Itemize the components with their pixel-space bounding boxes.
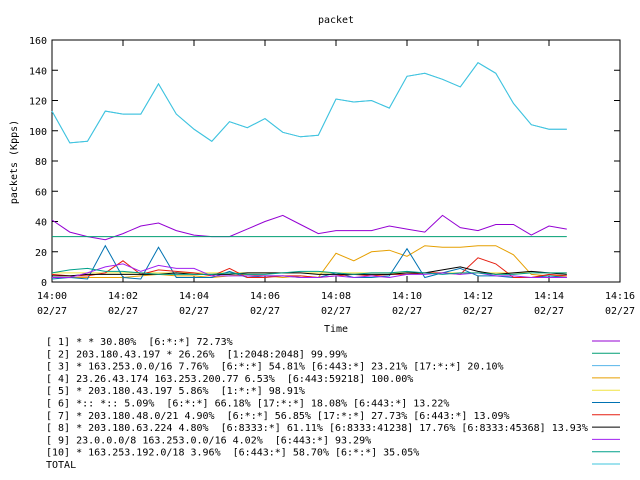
- legend-entry-label: [ 4] 23.26.43.174 163.253.200.77 6.53% […: [46, 374, 413, 385]
- plot-frame: [51, 39, 621, 283]
- x-axis-label: Time: [324, 324, 348, 335]
- x-tick-time-label: 14:14: [534, 291, 564, 302]
- series-line-3: [51, 62, 567, 144]
- series-line-10: [51, 267, 567, 275]
- y-tick-label: 60: [35, 187, 47, 198]
- x-tick-date-label: 02/27: [605, 306, 635, 317]
- y-tick-label: 140: [29, 66, 47, 77]
- y-tick-label: 40: [35, 218, 47, 229]
- legend-entry-label: [ 7] * 203.180.48.0/21 4.90% [6:*:*] 56.…: [46, 411, 510, 422]
- series-line-11: [51, 62, 567, 144]
- x-tick-date-label: 02/27: [392, 306, 422, 317]
- x-tick-date-label: 02/27: [534, 306, 564, 317]
- x-tick-date-label: 02/27: [37, 306, 67, 317]
- chart-title: packet: [318, 15, 354, 26]
- series-line-7: [51, 257, 567, 279]
- x-tick-date-label: 02/27: [250, 306, 280, 317]
- legend-entry-label: [ 6] *:: *:: 5.09% [6:*:*] 66.18% [17:*:…: [46, 399, 449, 410]
- legend-entry-label: TOTAL: [46, 460, 76, 471]
- x-tick-date-label: 02/27: [321, 306, 351, 317]
- y-tick-label: 80: [35, 157, 47, 168]
- legend-entry-label: [ 5] * 203.180.43.197 5.86% [1:*:*] 98.9…: [46, 386, 305, 397]
- legend-entry-label: [ 3] * 163.253.0.0/16 7.76% [6:*:*] 54.8…: [46, 362, 504, 373]
- legend-entry-label: [ 2] 203.180.43.197 * 26.26% [1:2048:204…: [46, 349, 347, 360]
- x-tick-time-label: 14:06: [250, 291, 280, 302]
- x-tick-date-label: 02/27: [179, 306, 209, 317]
- series-line-8: [52, 266, 567, 277]
- legend-entry-label: [10] * 163.253.192.0/18 3.96% [6:443:*] …: [46, 448, 419, 459]
- y-axis-label: packets (Kpps): [9, 120, 20, 204]
- series-line-1: [51, 214, 567, 241]
- x-tick-time-label: 14:04: [179, 291, 209, 302]
- y-tick-label: 160: [29, 36, 47, 47]
- x-tick-time-label: 14:02: [108, 291, 138, 302]
- x-tick-time-label: 14:10: [392, 291, 422, 302]
- y-tick-label: 0: [41, 278, 47, 289]
- x-tick-date-label: 02/27: [463, 306, 493, 317]
- x-tick-time-label: 14:16: [605, 291, 635, 302]
- x-tick-time-label: 14:12: [463, 291, 493, 302]
- legend-entry-label: [ 8] * 203.180.63.224 4.80% [6:8333:*] 6…: [46, 423, 588, 434]
- legend-entry-label: [ 1] * * 30.80% [6:*:*] 72.73%: [46, 337, 233, 348]
- y-tick-label: 20: [35, 248, 47, 259]
- legend-entry-label: [ 9] 23.0.0.0/8 163.253.0.0/16 4.02% [6:…: [46, 435, 371, 446]
- x-tick-time-label: 14:08: [321, 291, 351, 302]
- y-tick-label: 120: [29, 97, 47, 108]
- y-tick-label: 100: [29, 127, 47, 138]
- x-tick-date-label: 02/27: [108, 306, 138, 317]
- x-tick-time-label: 14:00: [37, 291, 67, 302]
